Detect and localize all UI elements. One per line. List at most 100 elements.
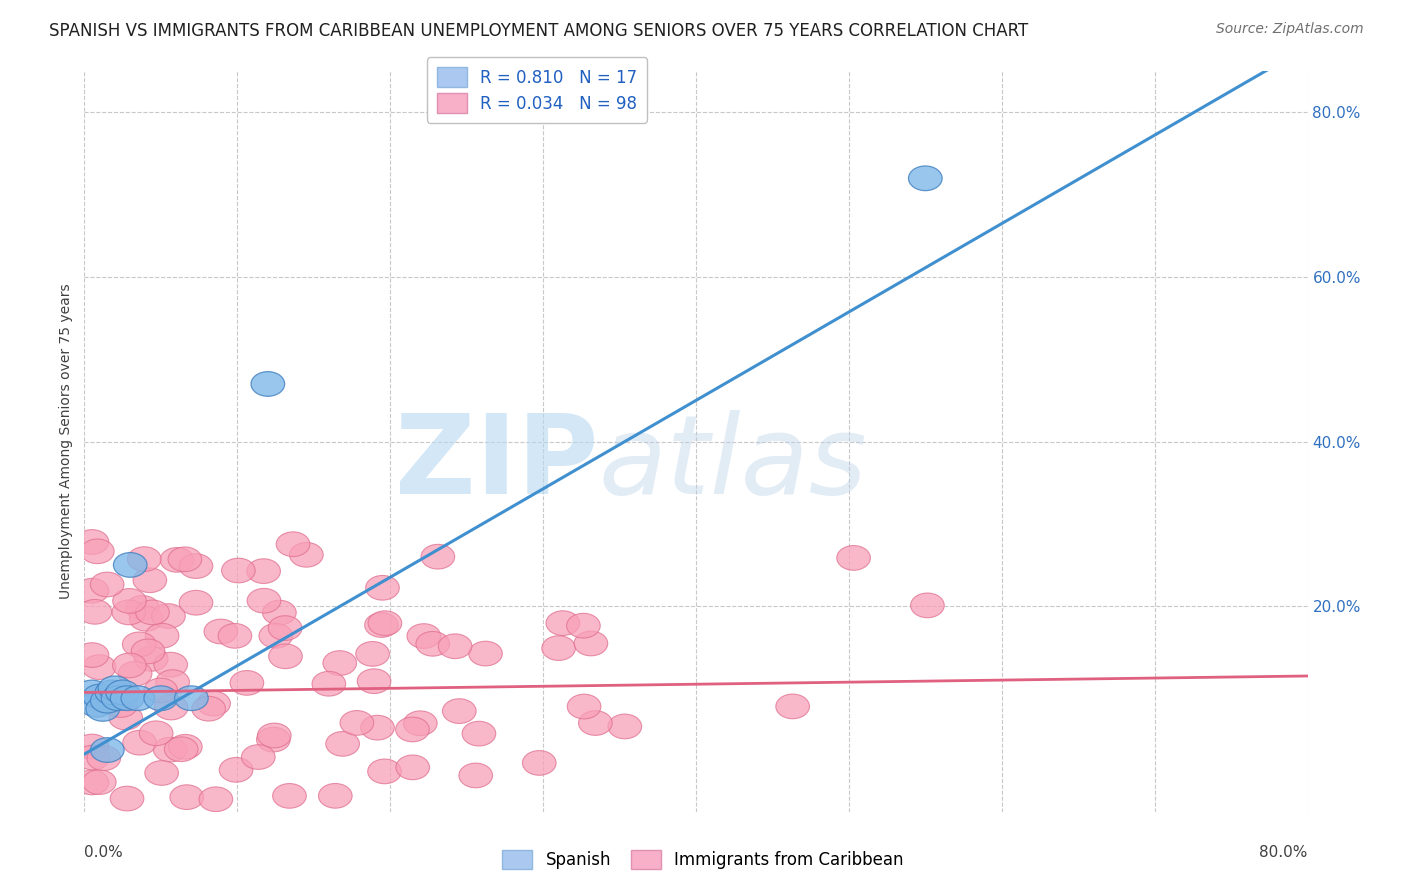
Ellipse shape [110, 786, 143, 811]
Ellipse shape [76, 745, 110, 770]
Ellipse shape [96, 680, 129, 705]
Text: atlas: atlas [598, 410, 866, 517]
Ellipse shape [169, 734, 202, 759]
Ellipse shape [420, 544, 454, 569]
Ellipse shape [135, 600, 169, 624]
Ellipse shape [357, 669, 391, 693]
Ellipse shape [231, 671, 264, 695]
Ellipse shape [578, 711, 612, 735]
Ellipse shape [368, 611, 402, 635]
Ellipse shape [404, 711, 437, 736]
Ellipse shape [607, 714, 641, 739]
Ellipse shape [523, 750, 557, 775]
Ellipse shape [200, 787, 232, 812]
Ellipse shape [439, 634, 472, 658]
Ellipse shape [83, 684, 117, 709]
Ellipse shape [122, 632, 156, 657]
Ellipse shape [458, 764, 492, 788]
Ellipse shape [128, 547, 162, 572]
Ellipse shape [156, 670, 190, 695]
Ellipse shape [242, 745, 276, 770]
Ellipse shape [135, 647, 167, 671]
Ellipse shape [837, 546, 870, 570]
Ellipse shape [112, 600, 146, 624]
Ellipse shape [112, 653, 146, 678]
Ellipse shape [908, 166, 942, 191]
Ellipse shape [170, 785, 204, 810]
Ellipse shape [112, 589, 146, 613]
Text: ZIP: ZIP [395, 410, 598, 517]
Ellipse shape [75, 643, 108, 667]
Ellipse shape [174, 686, 208, 711]
Ellipse shape [104, 693, 138, 717]
Ellipse shape [160, 548, 194, 572]
Ellipse shape [125, 596, 159, 620]
Ellipse shape [143, 686, 177, 711]
Ellipse shape [131, 639, 165, 664]
Ellipse shape [340, 711, 374, 735]
Ellipse shape [252, 372, 284, 396]
Ellipse shape [90, 572, 124, 597]
Ellipse shape [191, 697, 225, 721]
Ellipse shape [356, 641, 389, 666]
Ellipse shape [368, 759, 401, 784]
Ellipse shape [80, 539, 114, 564]
Ellipse shape [263, 600, 297, 625]
Ellipse shape [152, 604, 186, 628]
Ellipse shape [312, 672, 346, 696]
Ellipse shape [75, 680, 108, 705]
Ellipse shape [256, 727, 290, 752]
Ellipse shape [114, 552, 148, 577]
Ellipse shape [776, 694, 810, 719]
Ellipse shape [222, 558, 256, 582]
Ellipse shape [110, 686, 143, 711]
Ellipse shape [323, 651, 357, 675]
Ellipse shape [179, 591, 212, 615]
Text: SPANISH VS IMMIGRANTS FROM CARIBBEAN UNEMPLOYMENT AMONG SENIORS OVER 75 YEARS CO: SPANISH VS IMMIGRANTS FROM CARIBBEAN UNE… [49, 22, 1028, 40]
Ellipse shape [145, 624, 179, 648]
Ellipse shape [169, 547, 201, 572]
Ellipse shape [364, 613, 398, 638]
Ellipse shape [395, 717, 429, 742]
Ellipse shape [139, 721, 173, 746]
Ellipse shape [269, 644, 302, 669]
Ellipse shape [80, 692, 114, 717]
Ellipse shape [406, 624, 440, 648]
Ellipse shape [197, 691, 231, 716]
Ellipse shape [416, 632, 450, 657]
Ellipse shape [153, 737, 187, 762]
Ellipse shape [101, 686, 135, 711]
Ellipse shape [105, 680, 139, 705]
Ellipse shape [567, 694, 600, 719]
Ellipse shape [87, 746, 121, 771]
Ellipse shape [179, 554, 212, 578]
Ellipse shape [218, 624, 252, 648]
Ellipse shape [276, 532, 309, 557]
Ellipse shape [129, 607, 163, 632]
Ellipse shape [83, 770, 117, 795]
Ellipse shape [118, 661, 152, 686]
Ellipse shape [121, 686, 155, 711]
Ellipse shape [911, 593, 945, 617]
Ellipse shape [574, 632, 607, 656]
Ellipse shape [366, 575, 399, 600]
Legend: R = 0.810   N = 17, R = 0.034   N = 98: R = 0.810 N = 17, R = 0.034 N = 98 [427, 57, 647, 122]
Ellipse shape [546, 611, 579, 635]
Ellipse shape [155, 695, 188, 720]
Ellipse shape [259, 624, 292, 648]
Ellipse shape [326, 731, 360, 756]
Ellipse shape [108, 706, 142, 730]
Ellipse shape [90, 689, 124, 713]
Ellipse shape [247, 558, 280, 583]
Text: 0.0%: 0.0% [84, 845, 124, 860]
Ellipse shape [75, 530, 108, 554]
Ellipse shape [75, 578, 108, 603]
Ellipse shape [79, 599, 111, 624]
Ellipse shape [319, 783, 352, 808]
Ellipse shape [257, 723, 291, 747]
Ellipse shape [204, 619, 238, 644]
Ellipse shape [541, 636, 575, 660]
Ellipse shape [86, 697, 120, 722]
Ellipse shape [443, 698, 477, 723]
Ellipse shape [361, 715, 394, 740]
